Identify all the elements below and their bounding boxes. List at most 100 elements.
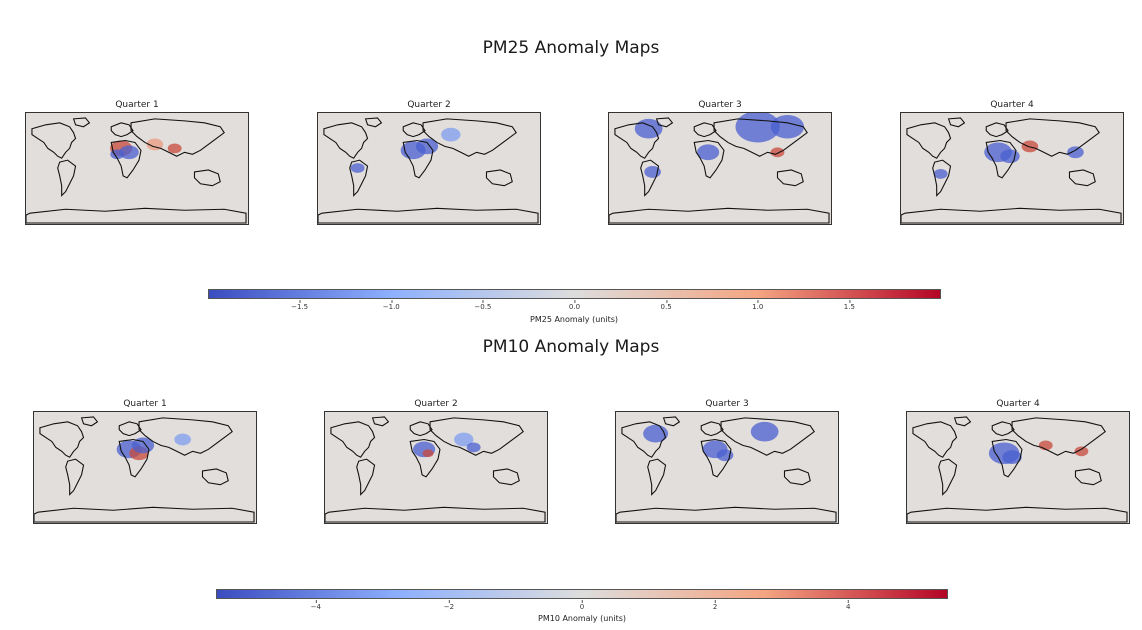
- coastline: [323, 122, 369, 159]
- coastline: [356, 458, 376, 496]
- coastline: [371, 416, 390, 427]
- anomaly-region: [167, 143, 182, 154]
- pm10-q1-frame: [33, 411, 257, 524]
- pm10-q1-title: Quarter 1: [123, 399, 167, 409]
- coastline: [776, 169, 804, 187]
- anomaly-region: [441, 127, 461, 142]
- pm10-q3-frame: [615, 411, 839, 524]
- coastline: [640, 159, 660, 197]
- anomaly-region: [350, 163, 365, 173]
- anomaly-region: [750, 421, 779, 442]
- coastline: [616, 506, 837, 523]
- coastline: [72, 117, 91, 128]
- pm10-q1-map: Quarter 1: [33, 399, 257, 524]
- coastline: [991, 438, 1023, 478]
- pm25-q2-title: Quarter 2: [407, 100, 451, 110]
- coastline: [693, 139, 725, 179]
- anomaly-region: [735, 113, 780, 143]
- pm25-q3-map-svg: [609, 113, 831, 224]
- pm25-q3-map: Quarter 3: [608, 100, 832, 225]
- pm25-q4-map-svg: [901, 113, 1123, 224]
- coastline: [110, 122, 134, 138]
- pm10-section-title: PM10 Anomaly Maps: [482, 337, 660, 357]
- coastline: [138, 417, 233, 456]
- pm10-colorbar-tick: −4: [310, 600, 321, 611]
- coastline: [39, 421, 85, 458]
- coastline: [118, 438, 150, 478]
- map-background: [325, 412, 547, 523]
- pm25-q1-title: Quarter 1: [115, 100, 159, 110]
- pm25-colorbar-tick: 0.5: [660, 300, 672, 311]
- pm25-q2-map-svg: [318, 113, 540, 224]
- pm25-colorbar-tick: −0.5: [474, 300, 492, 311]
- coastline: [349, 159, 369, 197]
- coastline: [402, 139, 434, 179]
- anomaly-region: [933, 168, 948, 179]
- pm25-q1-frame: [25, 112, 249, 225]
- pm25-colorbar-tick: 1.5: [843, 300, 855, 311]
- pm10-colorbar-tick: −2: [443, 600, 455, 611]
- pm25-section-title: PM25 Anomaly Maps: [482, 38, 660, 58]
- anomaly-region: [466, 442, 481, 453]
- pm25-colorbar-tick: −1.5: [291, 300, 309, 311]
- anomaly-region: [634, 118, 663, 139]
- coastline: [912, 421, 958, 458]
- anomaly-region: [119, 145, 139, 160]
- pm25-q1-map: Quarter 1: [25, 100, 249, 225]
- coastline: [364, 117, 383, 128]
- coastline: [985, 122, 1009, 138]
- coastline: [492, 468, 520, 486]
- coastline: [402, 122, 426, 138]
- coastline: [1005, 118, 1100, 157]
- coastline: [655, 117, 674, 128]
- pm10-colorbar-tick: 4: [845, 600, 851, 611]
- coastline: [193, 169, 221, 187]
- anomaly-region: [1067, 146, 1084, 159]
- coastline: [409, 438, 441, 478]
- coastline: [110, 139, 142, 179]
- pm25-q4-frame: [900, 112, 1124, 225]
- pm25-q3-title: Quarter 3: [698, 100, 742, 110]
- coastline: [906, 122, 952, 159]
- coastline: [621, 421, 667, 458]
- pm25-q1-map-svg: [26, 113, 248, 224]
- pm10-q1-map-svg: [34, 412, 256, 523]
- coastline: [609, 207, 830, 224]
- coastline: [1074, 468, 1102, 486]
- coastline: [485, 169, 513, 187]
- pm25-colorbar-label: PM25 Anomaly (units): [530, 315, 618, 324]
- coastline: [201, 468, 229, 486]
- pm10-q2-title: Quarter 2: [414, 399, 458, 409]
- anomaly-region: [174, 433, 191, 446]
- pm25-colorbar-tick: −1.0: [382, 300, 400, 311]
- map-background: [907, 412, 1129, 523]
- pm10-q3-map: Quarter 3: [615, 399, 839, 524]
- coastline: [991, 421, 1015, 437]
- pm10-colorbar-tick: 2: [712, 600, 718, 611]
- pm25-q3-frame: [608, 112, 832, 225]
- pm10-colorbar-label: PM10 Anomaly (units): [538, 614, 626, 623]
- pm10-q4-map: Quarter 4: [906, 399, 1130, 524]
- pm10-colorbar: [216, 589, 948, 599]
- anomaly-region: [110, 149, 125, 160]
- coastline: [422, 118, 517, 157]
- pm10-q3-title: Quarter 3: [705, 399, 749, 409]
- coastline: [985, 139, 1017, 179]
- coastline: [1011, 417, 1106, 456]
- pm25-colorbar-tick: 1.0: [752, 300, 764, 311]
- pm10-q2-map-svg: [325, 412, 547, 523]
- map-background: [34, 412, 256, 523]
- pm25-colorbar-ticks: −1.5 −1.0 −0.5 0.0 0.5 1.0 1.5: [208, 300, 941, 315]
- coastline: [429, 417, 524, 456]
- pm10-q4-map-svg: [907, 412, 1129, 523]
- pm10-colorbar-ticks: −4 −2 0 2 4: [216, 600, 948, 615]
- coastline: [57, 159, 77, 197]
- map-background: [901, 113, 1123, 224]
- coastline: [907, 506, 1128, 523]
- pm10-q4-title: Quarter 4: [996, 399, 1040, 409]
- coastline: [647, 458, 667, 496]
- coastline: [80, 416, 99, 427]
- pm25-colorbar: [208, 289, 941, 299]
- coastline: [693, 122, 717, 138]
- pm10-q2-map: Quarter 2: [324, 399, 548, 524]
